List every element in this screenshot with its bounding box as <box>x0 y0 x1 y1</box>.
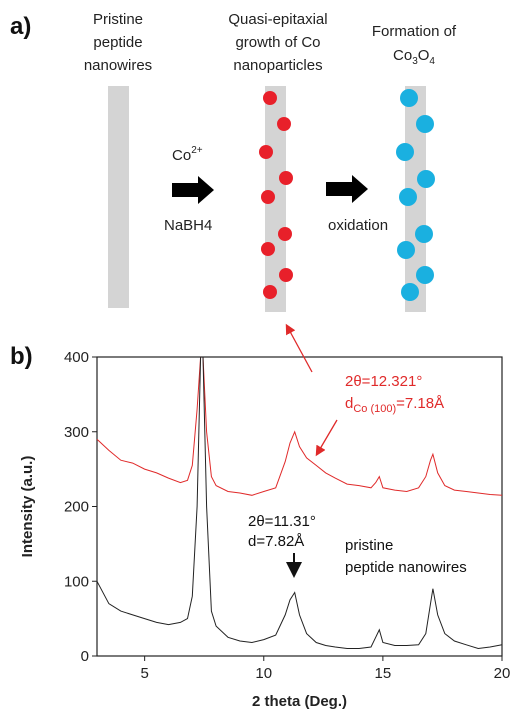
y-tick-label: 200 <box>64 499 89 516</box>
text-part: =7.18Å <box>396 395 444 412</box>
data-line <box>96 356 503 496</box>
annotation: 2θ=12.321° <box>345 373 422 390</box>
stage-label: Quasi-epitaxial <box>228 11 327 28</box>
text-part: peptide nanowires <box>345 559 467 576</box>
x-tick-label: 15 <box>375 665 392 682</box>
step-label: oxidation <box>328 217 388 234</box>
text-part: pristine <box>345 537 393 554</box>
text-part: d=7.82Å <box>248 533 304 550</box>
co-particles <box>259 91 293 299</box>
text-part: 3 <box>412 56 418 67</box>
panel-label: a) <box>10 13 31 40</box>
text-part: Co (100) <box>353 403 396 415</box>
step-arrow <box>326 175 368 203</box>
diagram <box>108 86 435 312</box>
annotation-arrow <box>315 419 338 457</box>
text-part: Co <box>172 147 191 164</box>
stage-label: nanoparticles <box>233 57 322 74</box>
y-tick-label: 100 <box>64 573 89 590</box>
text-part: 2θ=11.31° <box>248 513 316 530</box>
text-part: 4 <box>429 56 435 67</box>
y-tick-label: 0 <box>81 648 89 665</box>
annotation: 2θ=11.31° <box>248 513 316 530</box>
data-line <box>96 356 503 650</box>
reducer: NaBH4 <box>164 217 212 234</box>
co3o4-particles <box>396 89 435 301</box>
stage-label: Pristine <box>93 11 143 28</box>
stage-label: growth of Co <box>235 34 320 51</box>
nanowire <box>108 86 129 308</box>
text-part: O <box>418 47 430 64</box>
annotation: pristine <box>345 537 393 554</box>
text-part: Co <box>393 47 412 64</box>
annotation: d=7.82Å <box>248 533 304 550</box>
ion: Co2+ <box>172 145 203 164</box>
annotation: dCo (100)=7.18Å <box>345 395 444 415</box>
x-axis-label: 2 theta (Deg.) <box>252 693 347 710</box>
text-part: 2+ <box>191 145 203 156</box>
stage-label: Formation of <box>372 23 457 40</box>
text-part: 2θ=12.321° <box>345 373 422 390</box>
y-tick-label: 400 <box>64 349 89 366</box>
text-part: d <box>345 395 353 412</box>
panel-label: b) <box>10 343 33 370</box>
formula: Co3O4 <box>393 47 435 67</box>
stage-label: nanowires <box>84 57 152 74</box>
y-tick-label: 300 <box>64 424 89 441</box>
y-axis-label: Intensity (a.u.) <box>19 456 36 558</box>
stage-label: peptide <box>93 34 142 51</box>
x-tick-label: 10 <box>255 665 272 682</box>
annotation-arrow <box>285 323 313 373</box>
step-arrow <box>172 176 214 204</box>
annotation: peptide nanowires <box>345 559 467 576</box>
x-tick-label: 5 <box>140 665 148 682</box>
x-tick-label: 20 <box>494 665 511 682</box>
